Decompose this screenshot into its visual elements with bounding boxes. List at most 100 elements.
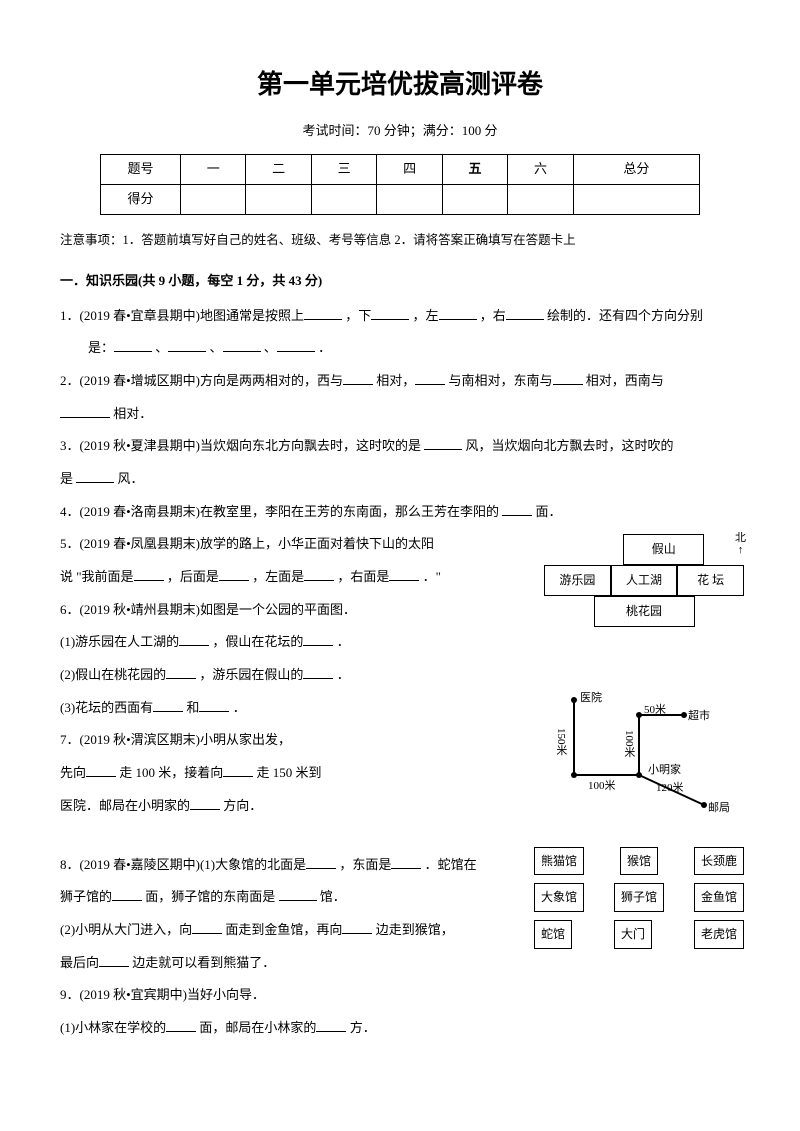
blank-input[interactable] (168, 338, 206, 352)
blank-input[interactable] (76, 469, 114, 483)
blank-input[interactable] (342, 920, 372, 934)
q5-t: ．" (423, 569, 441, 584)
q5-t: ，右面是 (337, 569, 389, 584)
question-6-2: (2)假山在桃花园的 ，游乐园在假山的 ． (60, 663, 520, 688)
score-cell[interactable] (508, 185, 573, 215)
blank-input[interactable] (219, 567, 249, 581)
question-1b: 是： 、 、 、 ． (88, 336, 740, 361)
north-label: 北 (735, 532, 746, 544)
blank-input[interactable] (192, 920, 222, 934)
blank-input[interactable] (306, 855, 336, 869)
blank-input[interactable] (502, 502, 532, 516)
blank-input[interactable] (506, 306, 544, 320)
score-cell[interactable] (573, 185, 699, 215)
question-7: 7．(2019 秋•渭滨区期末)小明从家出发， (60, 728, 520, 753)
blank-input[interactable] (223, 338, 261, 352)
q8-t: 8．(2019 春•嘉陵区期中)(1)大象馆的北面是 (60, 857, 306, 872)
blank-input[interactable] (371, 306, 409, 320)
blank-input[interactable] (60, 404, 110, 418)
map-label-hospital: 医院 (580, 688, 602, 709)
zoo-cell: 长颈鹿 (694, 847, 744, 876)
q1-t: 、 (264, 340, 277, 355)
score-label: 得分 (101, 185, 181, 215)
blank-input[interactable] (112, 887, 142, 901)
q8-t: 馆． (320, 889, 346, 904)
q6-t: ． (233, 700, 246, 715)
blank-input[interactable] (134, 567, 164, 581)
blank-input[interactable] (166, 665, 196, 679)
score-cell[interactable] (377, 185, 442, 215)
zoo-cell: 老虎馆 (694, 920, 744, 949)
q1-t: 、 (155, 340, 168, 355)
park-cell-huatan: 花 坛 (677, 565, 744, 596)
blank-input[interactable] (391, 855, 421, 869)
blank-input[interactable] (389, 567, 419, 581)
zoo-cell: 狮子馆 (614, 883, 664, 912)
th-two: 二 (246, 155, 311, 185)
q7-block: 医院 超市 小明家 邮局 150米 100米 50米 100米 120米 7．(… (60, 728, 740, 818)
q6-t: ，假山在花坛的 (212, 634, 303, 649)
notice-text: 注意事项：1．答题前填写好自己的姓名、班级、考号等信息 2．请将答案正确填写在答… (60, 229, 740, 253)
blank-input[interactable] (424, 436, 462, 450)
q5-t: 说 "我前面是 (60, 569, 134, 584)
q5-t: ，后面是 (167, 569, 219, 584)
blank-input[interactable] (303, 632, 333, 646)
table-row: 得分 (101, 185, 700, 215)
q2-t: 与南相对，东南与 (448, 373, 552, 388)
q9-t: 方． (350, 1020, 376, 1035)
table-row: 题号 一 二 三 四 五 六 总分 (101, 155, 700, 185)
blank-input[interactable] (223, 763, 253, 777)
blank-input[interactable] (199, 698, 229, 712)
question-9: 9．(2019 秋•宜宾期中)当好小向导． (60, 983, 740, 1008)
question-5b: 说 "我前面是 ，后面是 ，左面是 ，右面是 ．" (60, 565, 520, 590)
zoo-cell: 猴馆 (620, 847, 658, 876)
q3-t: 风，当炊烟向北方飘去时，这时吹的 (465, 438, 673, 453)
map-d120: 120米 (656, 778, 684, 799)
blank-input[interactable] (99, 953, 129, 967)
blank-input[interactable] (439, 306, 477, 320)
q8-t: 面走到金鱼馆，再向 (225, 922, 342, 937)
blank-input[interactable] (303, 665, 333, 679)
score-cell[interactable] (311, 185, 376, 215)
blank-input[interactable] (277, 338, 315, 352)
q1-t: ． (318, 340, 331, 355)
zoo-cell: 大象馆 (534, 883, 584, 912)
q4-t: 4．(2019 春•洛南县期末)在教室里，李阳在王芳的东南面，那么王芳在李阳的 (60, 504, 502, 519)
q6-t: ． (337, 667, 350, 682)
blank-input[interactable] (190, 796, 220, 810)
q7-t: 医院．邮局在小明家的 (60, 798, 190, 813)
park-cell-youle: 游乐园 (544, 565, 611, 596)
blank-input[interactable] (179, 632, 209, 646)
blank-input[interactable] (153, 698, 183, 712)
blank-input[interactable] (86, 763, 116, 777)
map-d100h: 100米 (588, 776, 616, 797)
q7-t: 方向． (223, 798, 262, 813)
q6-t: 和 (186, 700, 199, 715)
map-d50: 50米 (644, 700, 666, 721)
th-total: 总分 (573, 155, 699, 185)
score-cell[interactable] (442, 185, 507, 215)
blank-input[interactable] (343, 371, 373, 385)
question-8-2: (2)小明从大门进入，向 面走到金鱼馆，再向 边走到猴馆， (60, 918, 520, 943)
q1-t: ，下 (345, 308, 371, 323)
park-diagram: 北↑ 假山 游乐园 人工湖 花 坛 桃花园 (544, 534, 744, 626)
score-cell[interactable] (181, 185, 246, 215)
blank-input[interactable] (316, 1018, 346, 1032)
q6-t: (2)假山在桃花园的 (60, 667, 166, 682)
blank-input[interactable] (304, 306, 342, 320)
zoo-diagram: 熊猫馆 猴馆 长颈鹿 大象馆 狮子馆 金鱼馆 蛇馆 大门 老虎馆 (534, 847, 744, 957)
blank-input[interactable] (553, 371, 583, 385)
score-cell[interactable] (246, 185, 311, 215)
q2-t: 相对． (113, 406, 152, 421)
q8-t: (2)小明从大门进入，向 (60, 922, 192, 937)
blank-input[interactable] (166, 1018, 196, 1032)
blank-input[interactable] (415, 371, 445, 385)
blank-input[interactable] (304, 567, 334, 581)
q3-t: 3．(2019 秋•夏津县期中)当炊烟向东北方向飘去时，这时吹的是 (60, 438, 424, 453)
q8-t: 边走就可以看到熊猫了． (132, 955, 275, 970)
blank-input[interactable] (279, 887, 317, 901)
q3-t: 是 (60, 471, 76, 486)
map-d150: 150米 (550, 728, 571, 756)
question-7b: 先向 走 100 米，接着向 走 150 米到 (60, 761, 520, 786)
blank-input[interactable] (114, 338, 152, 352)
